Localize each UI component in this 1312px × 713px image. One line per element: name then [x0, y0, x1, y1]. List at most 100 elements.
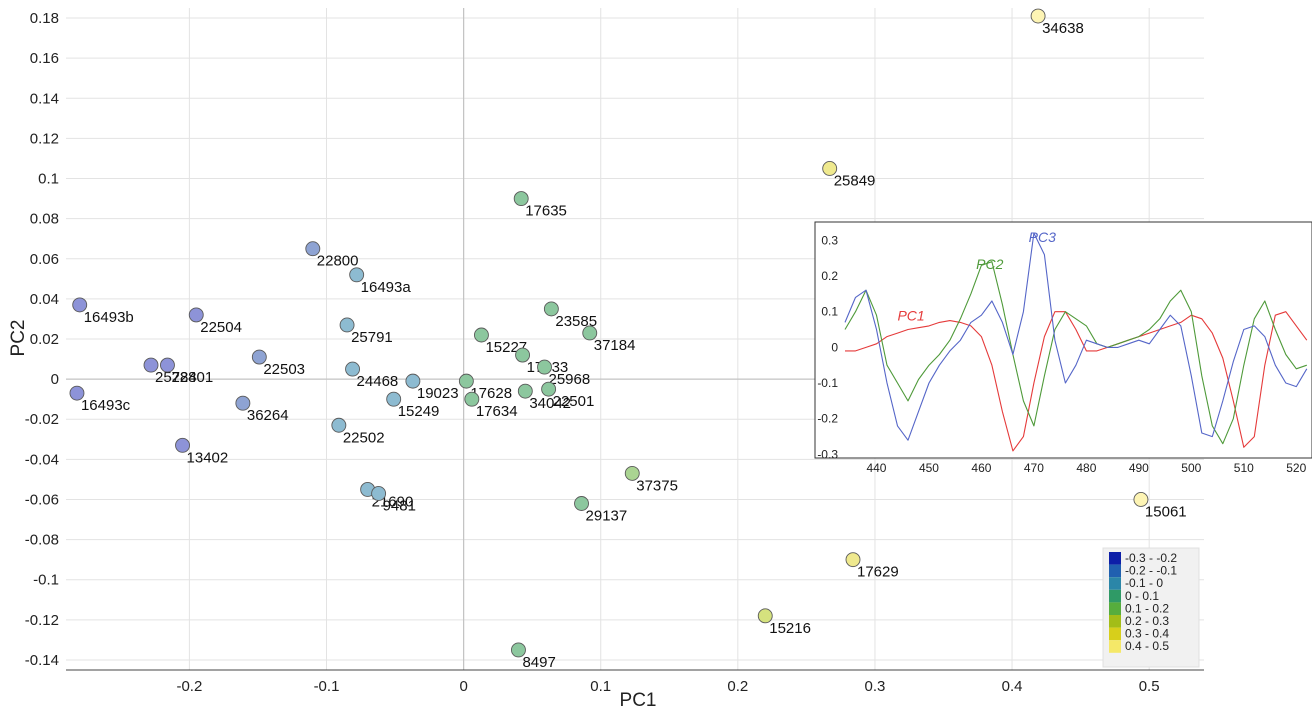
legend-swatch	[1109, 589, 1121, 603]
y-tick-label: -0.06	[25, 491, 59, 508]
legend-swatch	[1109, 564, 1121, 578]
y-tick-label: 0.12	[30, 130, 59, 147]
inset-tick-labels: 0.3 0.2 0.1 0 -0.1 -0.2 -0.3 440 450 460 470 480 490…	[817, 233, 1306, 475]
point	[188, 307, 204, 323]
legend-swatch	[1109, 552, 1121, 565]
point-label: 17629	[857, 564, 899, 581]
point	[757, 608, 773, 624]
point-label: 34638	[1042, 20, 1084, 37]
y-tick-label: 0.14	[30, 90, 59, 107]
y-tick-label: 0.1	[38, 171, 59, 188]
point-label: 22801	[171, 369, 213, 386]
point-label: 22501	[553, 393, 595, 410]
inset-y-tick-label: 0.1	[821, 305, 838, 319]
legend-label: -0.2 - -0.1	[1125, 564, 1177, 578]
point	[160, 357, 175, 373]
point-label: 15216	[769, 620, 811, 637]
point	[331, 417, 347, 433]
inset-x-tick-label: 520	[1286, 461, 1306, 475]
inset-x-tick-label: 460	[971, 461, 991, 475]
inset-x-tick-label: 440	[866, 461, 886, 475]
point	[371, 486, 387, 501]
y-tick-label: -0.08	[25, 532, 59, 549]
inset-series-labels: PC1 PC2 PC3	[897, 229, 1056, 324]
legend-label: 0.3 - 0.4	[1125, 627, 1169, 641]
main-x-tick-labels: -0.2 -0.1 0 0.1 0.2 0.3 0.4 0.5	[176, 678, 1159, 695]
inset-y-tick-label: 0.2	[821, 269, 838, 283]
point	[69, 385, 85, 401]
point-label: 16493b	[84, 309, 134, 326]
y-tick-label: -0.1	[33, 572, 59, 589]
series-label-pc3: PC3	[1029, 229, 1056, 245]
point	[339, 317, 355, 333]
y-tick-label: 0.02	[30, 331, 59, 348]
line-pc2	[844, 261, 1307, 445]
point-label: 29137	[586, 507, 628, 524]
legend-swatch	[1109, 640, 1121, 653]
y-tick-label: -0.04	[25, 451, 59, 468]
point-label: 37184	[594, 337, 636, 354]
legend-label: 0.2 - 0.3	[1125, 614, 1169, 628]
inset-y-tick-label: -0.1	[817, 376, 838, 390]
inset-x-tick-label: 500	[1181, 461, 1201, 475]
point-label: 23585	[555, 313, 597, 330]
point-label: 15249	[398, 403, 440, 420]
point	[386, 391, 402, 407]
point	[464, 391, 480, 407]
inset-x-tick-label: 470	[1024, 461, 1044, 475]
line-pc3	[844, 232, 1308, 441]
legend-label: 0.4 - 0.5	[1125, 639, 1169, 653]
point	[1133, 492, 1149, 507]
y-tick-label: -0.02	[25, 411, 59, 428]
y-tick-label: 0.04	[30, 291, 59, 308]
point	[543, 301, 559, 317]
inset-x-tick-label: 450	[919, 461, 939, 475]
inset-y-tick-label: -0.3	[817, 447, 838, 461]
point-label: 17635	[525, 203, 567, 220]
point-label: 25791	[351, 329, 393, 346]
y-tick-label: 0.16	[30, 50, 59, 67]
legend-label: 0 - 0.1	[1125, 589, 1159, 603]
inset-series-lines	[844, 232, 1308, 452]
series-label-pc2: PC2	[976, 256, 1003, 272]
point-label: 22503	[263, 361, 305, 378]
inset-x-tick-label: 480	[1076, 461, 1096, 475]
legend-label: 0.1 - 0.2	[1125, 601, 1169, 615]
point-label: 15061	[1145, 503, 1187, 520]
point	[582, 325, 598, 341]
point-label: 17628	[470, 385, 512, 402]
point-label: 25849	[834, 172, 876, 189]
inset-y-tick-label: 0	[831, 340, 838, 354]
x-tick-label: -0.2	[176, 678, 202, 695]
point-label: 9481	[383, 497, 416, 514]
main-scatter-plot: 0.18 0.16 0.14 0.12 0.1 0.08 0.06 0.04 0.02 0 -0.0…	[8, 8, 1204, 711]
legend-swatch	[1109, 627, 1121, 641]
point-label: 22800	[317, 253, 359, 270]
y-tick-label: 0	[51, 371, 59, 388]
point	[574, 496, 589, 511]
y-axis-label: PC2	[8, 320, 29, 357]
point	[537, 359, 552, 375]
inset-y-tick-label: -0.2	[817, 412, 838, 426]
inset-frame	[814, 221, 1312, 459]
point	[458, 373, 474, 389]
legend-swatch	[1109, 602, 1121, 615]
x-tick-label: 0	[459, 678, 467, 695]
point-label: 36264	[247, 407, 289, 424]
y-tick-label: 0.08	[30, 211, 59, 228]
point	[511, 642, 526, 658]
y-tick-label: -0.12	[25, 612, 59, 629]
point	[515, 347, 531, 363]
legend-swatch	[1109, 615, 1121, 628]
point-label: 22502	[343, 429, 385, 446]
inset-y-tick-label: 0.3	[821, 233, 838, 247]
point	[235, 395, 251, 411]
x-axis-label: PC1	[620, 690, 657, 711]
point	[845, 552, 861, 568]
y-tick-label: -0.14	[25, 652, 59, 669]
point-label: 24468	[357, 373, 399, 390]
point	[1030, 8, 1046, 24]
point-label: 19023	[417, 385, 459, 402]
point	[517, 383, 533, 399]
inset-line-plot: 0.3 0.2 0.1 0 -0.1 -0.2 -0.3 440 450 460 470 480 490…	[814, 221, 1312, 475]
